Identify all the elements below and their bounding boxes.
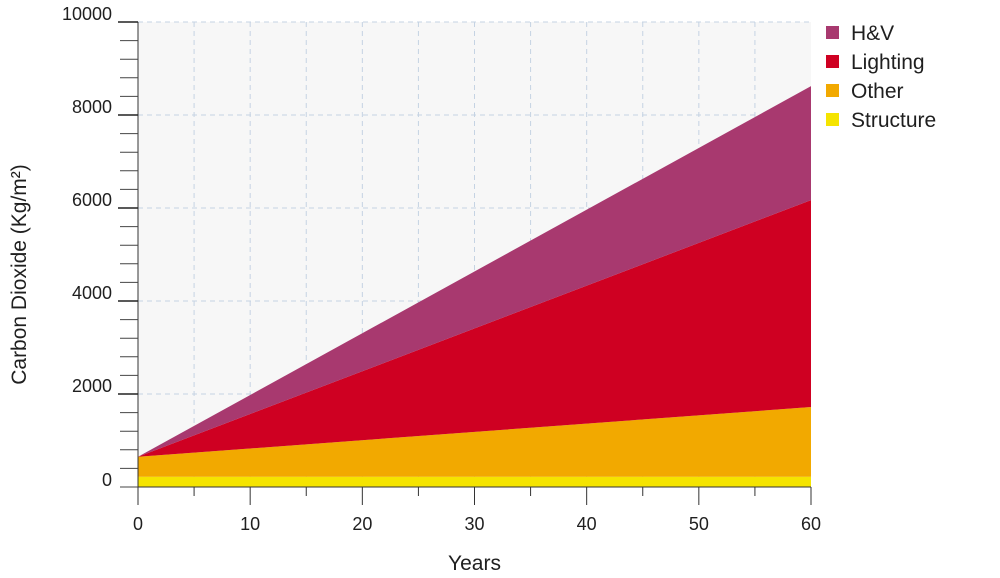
legend-swatch — [826, 113, 839, 126]
area-structure — [138, 476, 811, 487]
legend-label: Lighting — [851, 51, 925, 74]
legend-swatch — [826, 55, 839, 68]
x-tick-label: 40 — [577, 514, 597, 534]
y-tick-label: 2000 — [72, 376, 112, 396]
y-tick-label: 6000 — [72, 190, 112, 210]
x-tick-label: 0 — [133, 514, 143, 534]
x-tick-label: 20 — [352, 514, 372, 534]
y-tick-label: 0 — [102, 470, 112, 490]
x-axis-ticks: 0 10 20 30 40 50 60 — [133, 487, 821, 534]
legend-swatch — [826, 26, 839, 39]
x-axis-title: Years — [448, 552, 501, 575]
x-tick-label: 30 — [464, 514, 484, 534]
area-other — [138, 407, 811, 477]
area-series — [138, 86, 811, 487]
legend: H&V Lighting Other Structure — [826, 22, 936, 132]
y-tick-label: 10000 — [62, 4, 112, 24]
x-tick-label: 60 — [801, 514, 821, 534]
legend-label: Structure — [851, 109, 936, 132]
legend-label: H&V — [851, 22, 894, 45]
x-tick-label: 50 — [689, 514, 709, 534]
legend-swatch — [826, 84, 839, 97]
legend-label: Other — [851, 80, 904, 103]
area-h-v — [138, 86, 811, 457]
y-axis-title: Carbon Dioxide (Kg/m²) — [8, 164, 31, 385]
y-axis-ticks: 0 2000 4000 6000 8000 10000 — [62, 4, 138, 490]
x-tick-label: 10 — [240, 514, 260, 534]
y-tick-label: 4000 — [72, 283, 112, 303]
y-tick-label: 8000 — [72, 97, 112, 117]
